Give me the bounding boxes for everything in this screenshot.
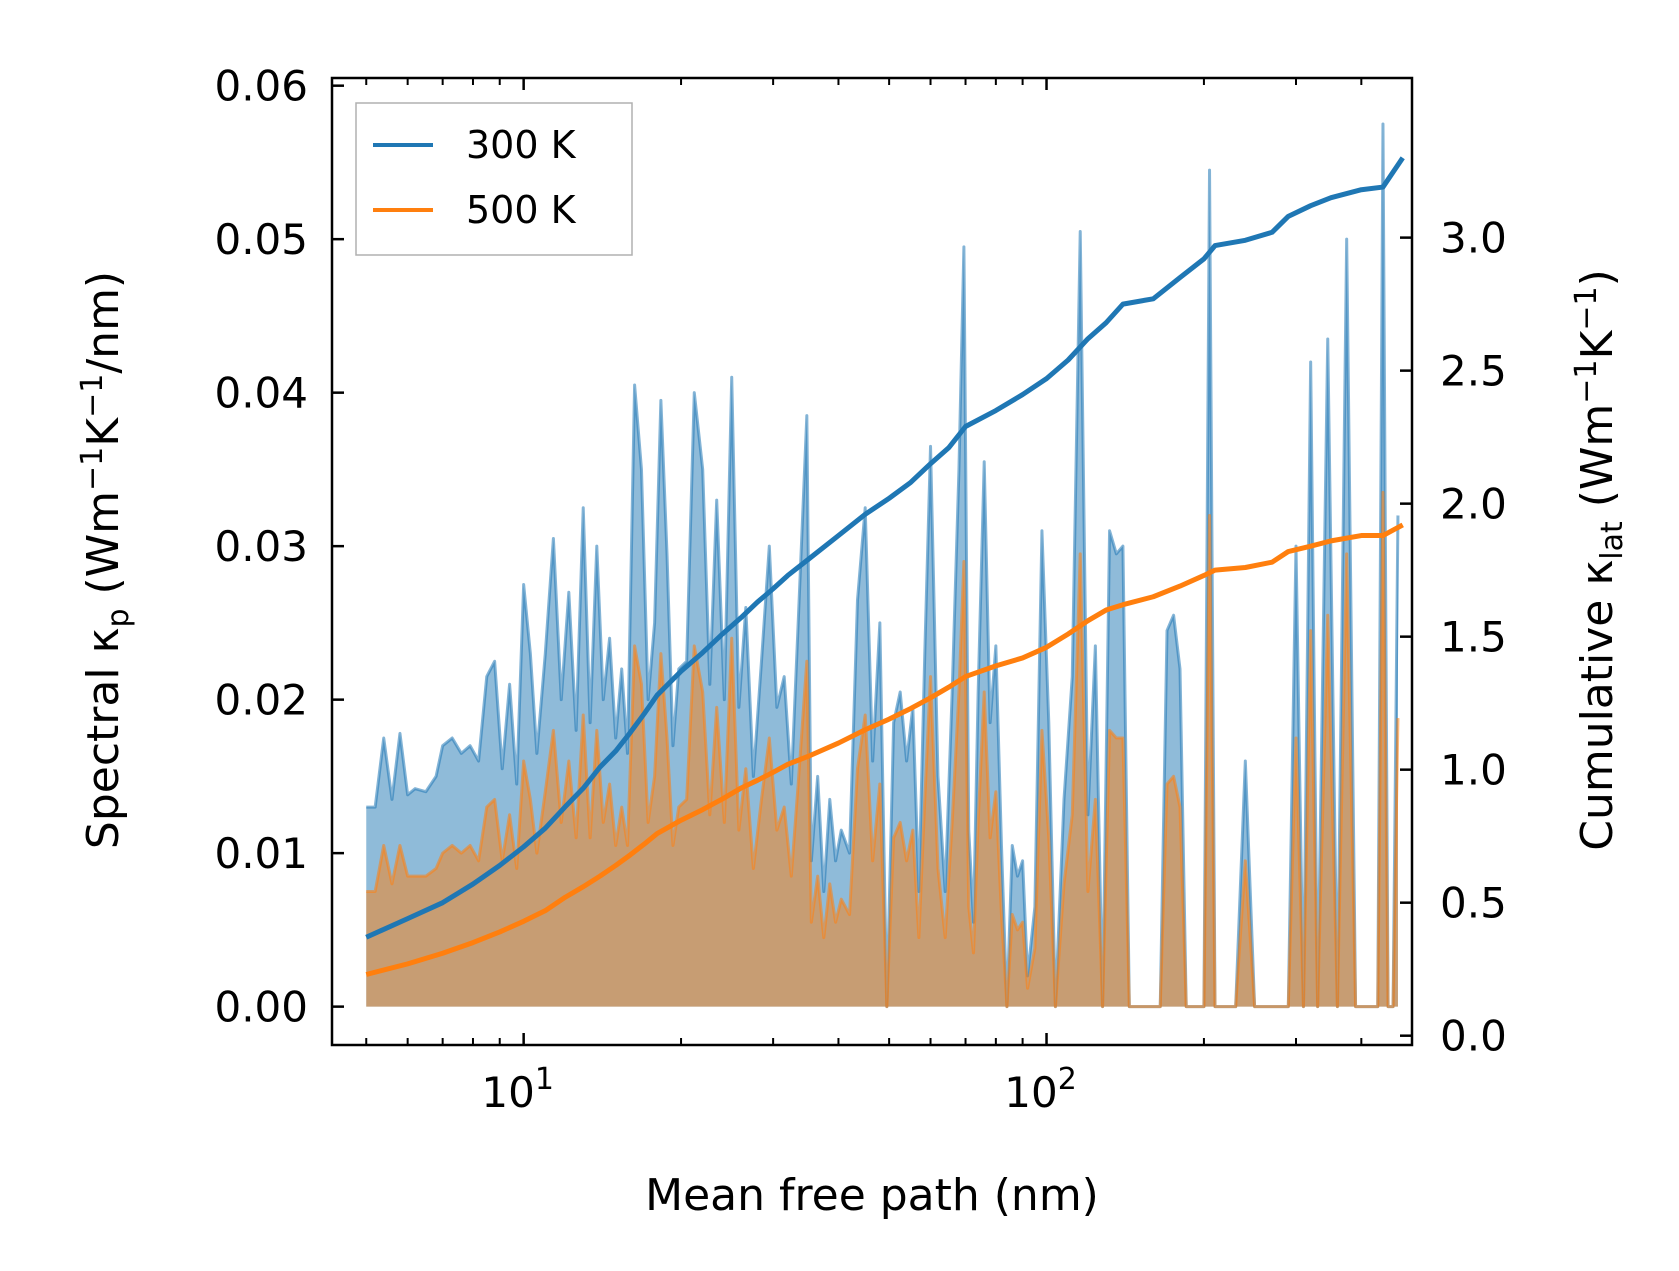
y-axis-label-left: Spectral κp (Wm−1K−1/nm) <box>75 271 136 849</box>
legend-box <box>355 102 633 256</box>
y-left-tick-label: 0.03 <box>214 522 308 571</box>
y-left-tick-label: 0.06 <box>214 62 308 111</box>
y-left-label-main: Spectral κ <box>78 628 129 850</box>
y-left-tick-label: 0.04 <box>214 369 308 418</box>
y-left-label-unit-pre: (Wm <box>78 491 129 609</box>
legend-label-500k: 500 K <box>466 188 577 232</box>
cumulative-line-500k <box>365 522 1404 977</box>
legend-label-300k: 300 K <box>466 123 577 167</box>
x-axis-label: Mean free path (nm) <box>645 1170 1099 1221</box>
y-right-label-sup1: −1 <box>1569 359 1604 403</box>
y-left-tick-label: 0.02 <box>214 676 308 725</box>
spectral-area-500k <box>366 492 1398 1007</box>
y-left-label-mid: K <box>78 417 129 447</box>
y-axis-label-right: Cumulative κlat (Wm−1K−1) <box>1569 269 1630 851</box>
y-right-label-sup2: −1 <box>1569 286 1604 330</box>
spectral-line-500k <box>366 490 1400 1009</box>
y-right-tick-label: 3.0 <box>1440 214 1507 263</box>
y-right-label-unit-post: ) <box>1572 269 1623 286</box>
y-left-label-sub: p <box>101 608 136 627</box>
y-left-label-sup2: −1 <box>75 374 110 418</box>
axes: 101 102 0.00 0.01 0.02 0.03 0.04 0.05 0.06 0.0 0.5… <box>214 62 1506 1117</box>
plot-frame <box>330 76 1414 1047</box>
plot-area <box>365 122 1405 1009</box>
spectral-line-300k <box>366 122 1400 1009</box>
y-right-tick-label: 1.0 <box>1440 746 1507 795</box>
y-right-tick-label: 0.0 <box>1440 1012 1507 1061</box>
cumulative-line-300k <box>365 156 1405 940</box>
x-tick-label: 102 <box>1004 1062 1077 1117</box>
y-left-label-sup1: −1 <box>75 447 110 491</box>
y-left-tick-label: 0.00 <box>214 983 308 1032</box>
y-left-tick-label: 0.05 <box>214 215 308 264</box>
y-right-label-mid: K <box>1572 329 1623 359</box>
y-right-label-main: Cumulative κ <box>1572 560 1623 851</box>
y-right-label-sub: lat <box>1595 521 1630 560</box>
y-right-tick-label: 2.5 <box>1440 347 1507 396</box>
y-right-label-unit-pre: (Wm <box>1572 404 1623 522</box>
y-right-tick-label: 2.0 <box>1440 480 1507 529</box>
x-tick-label: 101 <box>481 1062 554 1117</box>
y-right-tick-label: 1.5 <box>1440 613 1507 662</box>
legend: 300 K 500 K <box>355 102 633 256</box>
y-left-tick-label: 0.01 <box>214 829 308 878</box>
y-left-label-unit-post: /nm) <box>78 271 129 374</box>
y-right-tick-label: 0.5 <box>1440 879 1507 928</box>
spectral-area-300k <box>366 124 1398 1007</box>
